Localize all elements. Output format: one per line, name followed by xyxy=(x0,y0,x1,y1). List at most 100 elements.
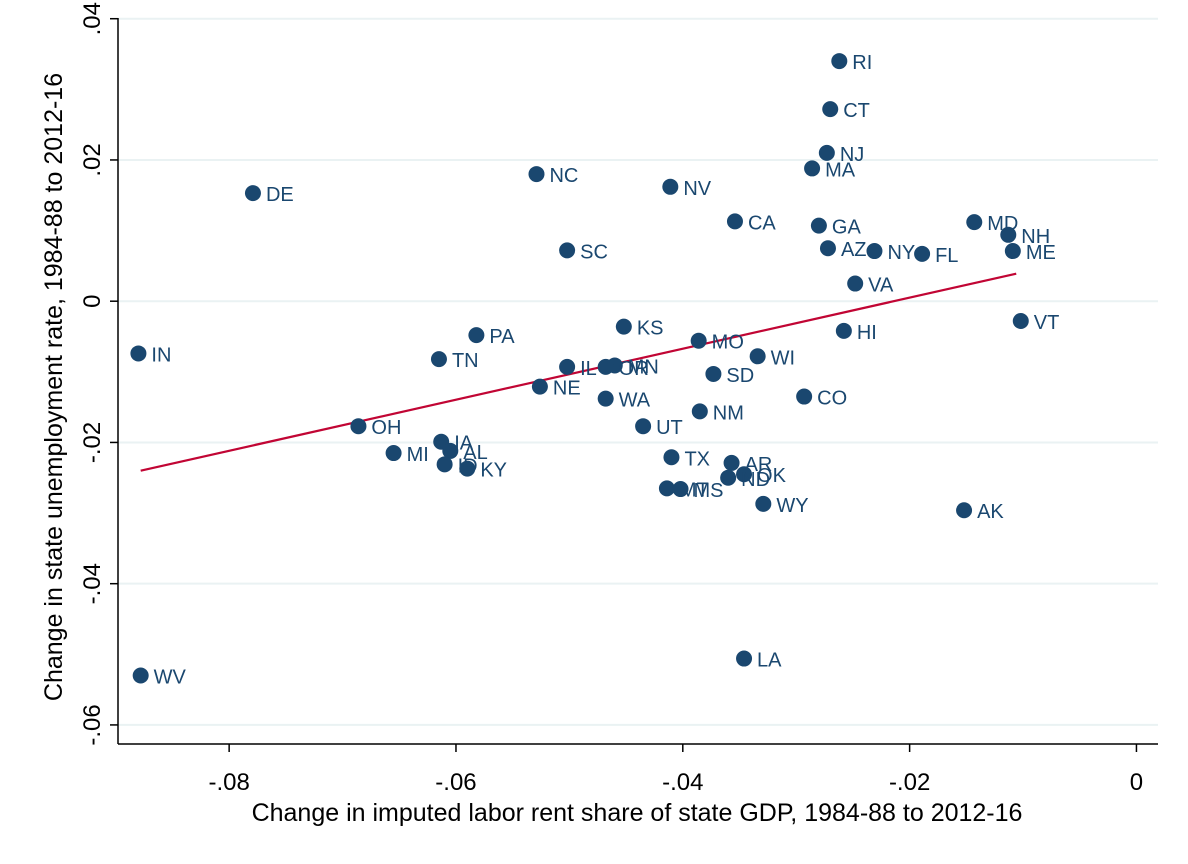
x-tick-label: -.04 xyxy=(662,769,703,796)
data-point xyxy=(831,53,848,70)
y-tick-label: -.04 xyxy=(79,563,106,604)
point-label: AR xyxy=(745,454,773,476)
data-point xyxy=(663,449,680,466)
point-label: ND xyxy=(741,469,770,491)
data-point xyxy=(559,358,576,375)
fit-line xyxy=(140,272,1017,472)
point-label: WI xyxy=(771,347,795,369)
data-point xyxy=(658,480,675,497)
point-label: CO xyxy=(817,388,847,410)
y-tick-label: .02 xyxy=(79,143,106,176)
point-label: NV xyxy=(683,178,711,200)
data-point xyxy=(459,460,476,477)
data-point xyxy=(244,185,261,202)
data-point xyxy=(835,322,852,339)
data-point xyxy=(130,345,147,362)
point-label: MO xyxy=(712,332,744,354)
data-point xyxy=(691,403,708,420)
point-label: MA xyxy=(825,159,856,181)
data-point xyxy=(690,332,707,349)
x-tick-label: -.06 xyxy=(435,769,476,796)
y-tick-label: 0 xyxy=(79,295,106,308)
data-point xyxy=(736,650,753,667)
data-point xyxy=(1000,226,1017,243)
point-label: DE xyxy=(266,184,294,206)
y-tick-label: .04 xyxy=(79,2,106,35)
data-point xyxy=(822,101,839,118)
point-label: CA xyxy=(748,212,776,234)
point-label: VT xyxy=(1034,312,1060,334)
point-label: HI xyxy=(857,322,877,344)
point-label: OK xyxy=(757,465,787,487)
data-point xyxy=(662,178,679,195)
point-label: IN xyxy=(151,344,171,366)
data-point xyxy=(468,327,485,344)
data-point xyxy=(755,495,772,512)
point-label: IA xyxy=(454,433,474,455)
data-point xyxy=(442,442,459,459)
data-point xyxy=(1004,243,1021,260)
data-point xyxy=(1012,312,1029,329)
data-point xyxy=(430,351,447,368)
data-point xyxy=(723,454,740,471)
point-label: GA xyxy=(832,217,862,239)
point-label: KS xyxy=(637,318,664,340)
point-label: KY xyxy=(480,460,507,482)
point-label: WY xyxy=(776,495,808,517)
data-point xyxy=(385,445,402,462)
point-label: AK xyxy=(977,501,1004,523)
data-point xyxy=(531,378,548,395)
data-point xyxy=(956,502,973,519)
x-tick-label: -.02 xyxy=(889,769,930,796)
data-point xyxy=(736,466,753,483)
point-label: NJ xyxy=(840,144,864,166)
point-label: AL xyxy=(463,442,487,464)
point-label: NY xyxy=(887,242,915,264)
point-label: MS xyxy=(694,480,724,502)
grid-lines xyxy=(118,17,1158,726)
point-label: TN xyxy=(452,350,479,372)
point-label: RI xyxy=(852,52,872,74)
y-tick-label: -.02 xyxy=(79,422,106,463)
data-point xyxy=(796,388,813,405)
point-label: CT xyxy=(843,100,870,122)
point-label: MI xyxy=(407,444,429,466)
data-point xyxy=(726,213,743,230)
point-label: WV xyxy=(154,666,187,688)
data-point xyxy=(966,214,983,231)
point-label: NM xyxy=(713,402,744,424)
data-point xyxy=(597,390,614,407)
point-label: SD xyxy=(726,365,754,387)
point-label: FL xyxy=(935,245,958,267)
data-point xyxy=(635,418,652,435)
data-point xyxy=(615,318,632,335)
point-label: ME xyxy=(1026,242,1056,264)
data-point xyxy=(350,418,367,435)
fit-line-group xyxy=(140,272,1017,472)
data-point xyxy=(819,240,836,257)
point-label: AZ xyxy=(841,239,867,261)
point-label: NH xyxy=(1021,226,1050,248)
point-label: WA xyxy=(619,390,651,412)
point-label: LA xyxy=(757,650,782,672)
data-point xyxy=(672,481,689,498)
data-point xyxy=(528,166,545,183)
data-point xyxy=(132,667,149,684)
y-axis-title: Change in state unemployment rate, 1984-… xyxy=(40,73,68,701)
data-point xyxy=(720,469,737,486)
data-point xyxy=(559,242,576,259)
data-point xyxy=(749,348,766,365)
point-label: NC xyxy=(549,165,578,187)
x-tick-label: 0 xyxy=(1130,769,1143,796)
point-label: IL xyxy=(580,358,597,380)
data-point xyxy=(597,358,614,375)
data-point xyxy=(866,243,883,260)
point-label: UT xyxy=(656,417,683,439)
x-axis-title: Change in imputed labor rent share of st… xyxy=(252,799,1023,827)
point-label: OR xyxy=(619,358,649,380)
point-label: TX xyxy=(684,448,710,470)
point-label: NE xyxy=(553,378,581,400)
